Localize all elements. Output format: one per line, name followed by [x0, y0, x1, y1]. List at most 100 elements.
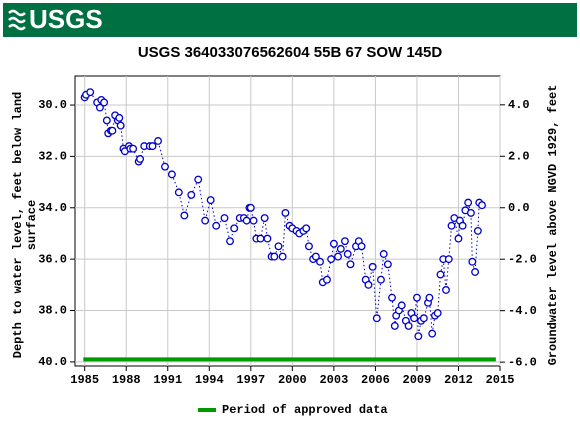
data-point	[129, 144, 138, 153]
data-point	[444, 255, 453, 264]
data-point	[136, 155, 145, 163]
data-point	[167, 170, 176, 179]
data-point	[95, 103, 104, 112]
data-point	[281, 208, 290, 217]
data-point	[388, 293, 396, 302]
data-point	[458, 221, 467, 230]
legend-label: Period of approved data	[222, 403, 388, 417]
data-point	[86, 88, 95, 97]
data-point	[336, 244, 345, 253]
data-point	[425, 293, 434, 302]
data-point	[194, 175, 203, 184]
data-point	[390, 321, 399, 330]
y-tick-label: 32.0	[38, 150, 67, 164]
y2-tick-label: -4.0	[508, 304, 537, 318]
data-point	[478, 201, 486, 210]
data-point	[372, 314, 381, 323]
data-point	[471, 268, 480, 276]
data-point	[115, 113, 124, 122]
data-point	[419, 314, 428, 323]
data-point	[433, 309, 442, 318]
data-point	[148, 142, 157, 151]
y2-tick-label: -6.0	[508, 355, 537, 369]
data-point	[226, 237, 234, 246]
y2-axis-label: Groundwater level above NGVD 1929, feet	[546, 85, 560, 366]
data-point	[412, 293, 421, 302]
data-point	[341, 237, 349, 246]
data-point	[383, 260, 392, 269]
data-point	[154, 137, 163, 145]
data-point	[212, 221, 221, 230]
data-point	[116, 121, 125, 130]
x-tick-label: 1988	[112, 373, 141, 387]
y2-tick-label: 0.0	[508, 201, 530, 215]
x-tick-label: 2009	[403, 373, 432, 387]
data-point	[305, 242, 313, 251]
data-point	[323, 275, 331, 284]
data-point	[454, 234, 463, 243]
y-axis-label: surface	[25, 200, 39, 250]
data-point	[100, 98, 109, 107]
y-tick-label: 34.0	[38, 201, 67, 215]
data-point	[357, 242, 366, 251]
data-point	[376, 275, 385, 284]
y2-tick-label: -2.0	[508, 252, 537, 266]
data-point	[442, 286, 450, 294]
x-tick-label: 2003	[319, 373, 348, 387]
data-point	[249, 216, 258, 225]
y-tick-label: 40.0	[38, 355, 67, 369]
y-tick-label: 30.0	[38, 98, 67, 112]
data-point	[230, 224, 239, 233]
data-point	[334, 252, 342, 261]
data-point	[436, 270, 445, 279]
data-point	[466, 208, 475, 217]
data-point	[108, 126, 117, 135]
y-tick-label: 36.0	[38, 252, 67, 266]
data-point	[343, 250, 352, 258]
data-point	[447, 221, 456, 230]
x-tick-label: 2012	[444, 373, 473, 387]
data-point	[174, 188, 183, 197]
data-point	[468, 257, 477, 266]
data-point	[397, 301, 406, 310]
y-tick-label: 38.0	[38, 304, 67, 318]
data-point	[311, 252, 320, 261]
plot-frame	[74, 75, 501, 367]
data-point	[102, 116, 111, 125]
data-point	[274, 242, 283, 251]
data-point	[263, 234, 272, 243]
y-axis-label: Depth to water level, feet below land	[11, 92, 25, 358]
logo: USGS	[29, 4, 103, 34]
data-point	[180, 211, 189, 220]
x-tick-label: 1994	[195, 373, 224, 387]
data-point	[327, 255, 336, 264]
data-point	[329, 239, 338, 248]
data-point	[161, 162, 169, 171]
data-point	[201, 216, 210, 225]
x-tick-label: 2015	[486, 373, 515, 387]
x-tick-label: 2006	[361, 373, 390, 387]
data-point	[270, 252, 279, 261]
data-point	[464, 198, 473, 207]
x-tick-label: 1985	[70, 373, 99, 387]
data-point	[428, 329, 437, 338]
data-point	[256, 234, 265, 243]
y2-tick-label: 2.0	[508, 149, 530, 163]
data-point	[346, 260, 355, 269]
data-point	[260, 214, 269, 222]
data-point	[278, 252, 287, 261]
x-tick-label: 1997	[236, 373, 265, 387]
x-tick-label: 2000	[278, 373, 307, 387]
y2-tick-label: 4.0	[508, 98, 530, 112]
data-point	[410, 314, 419, 323]
data-point	[187, 190, 196, 199]
chart-title: USGS 364033076562604 55B 67 SOW 145D	[138, 44, 443, 61]
data-point	[316, 257, 324, 266]
data-point	[206, 196, 215, 205]
x-tick-label: 1991	[153, 373, 182, 387]
data-point	[379, 250, 388, 258]
data-point	[302, 224, 311, 233]
data-point	[404, 321, 413, 330]
data-point	[368, 262, 377, 271]
